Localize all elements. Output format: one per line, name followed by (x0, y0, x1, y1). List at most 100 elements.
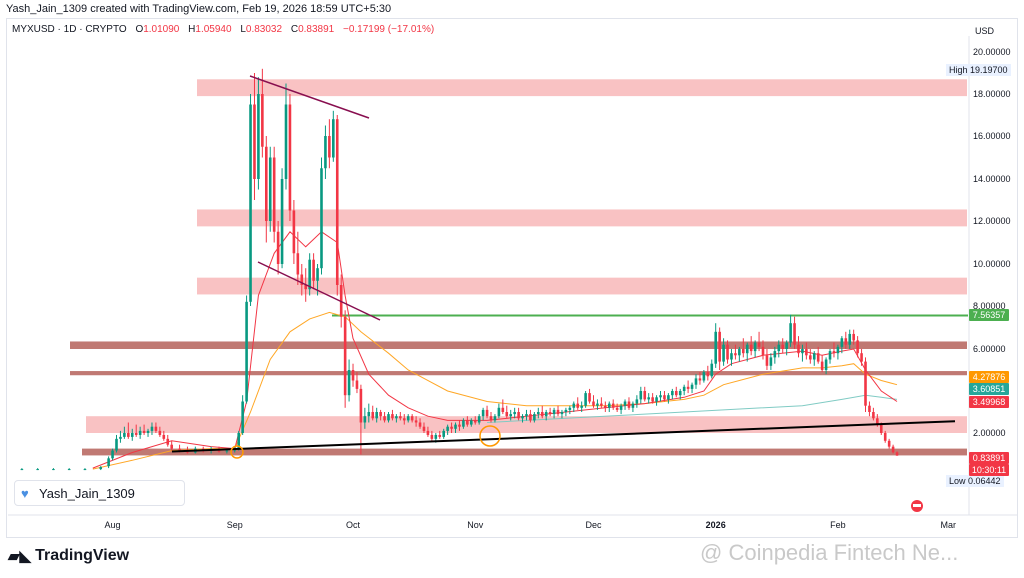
candle-body (454, 424, 457, 429)
high-marker-text: High (949, 65, 971, 75)
candle-body (690, 384, 694, 389)
wedge-upper-line (249, 75, 370, 119)
candle-body (142, 430, 146, 433)
candle-body (300, 274, 304, 285)
candle-body (99, 467, 103, 470)
candle-body (414, 420, 418, 423)
candle-body (533, 414, 536, 421)
candle-body (517, 412, 520, 419)
low-marker-text: Low (949, 476, 969, 486)
candle-body (458, 424, 461, 427)
author-badge[interactable]: ♥ Yash_Jain_1309 (14, 480, 185, 506)
candle-body (462, 420, 465, 427)
candle-body (785, 342, 788, 349)
currency-label[interactable]: USD (975, 26, 995, 36)
candle-body (178, 448, 181, 451)
green-level-tag: 7.56357 (969, 309, 1009, 321)
zone-brown-4 (70, 341, 967, 349)
candle-body (505, 412, 509, 417)
candle-body (430, 434, 434, 439)
candle-body (667, 395, 670, 400)
candle-body (647, 397, 650, 400)
candle-body (540, 412, 544, 417)
zone-pink-2 (197, 277, 967, 295)
candle-body (107, 458, 110, 467)
low-marker-value: 0.06442 (968, 476, 1001, 486)
candle-body (809, 355, 812, 360)
candle-body (544, 412, 548, 417)
candle-body (328, 136, 331, 158)
candle-body (604, 405, 607, 408)
candle-body (469, 420, 473, 425)
candle-body (529, 414, 532, 421)
candle-body (399, 416, 402, 419)
candle-body (473, 420, 477, 423)
candle-body (797, 344, 800, 354)
candle-body (722, 344, 725, 362)
candle-body (158, 430, 162, 435)
candle-body (477, 416, 481, 423)
author-name: Yash_Jain_1309 (39, 486, 135, 501)
candle-body (789, 323, 792, 343)
low-value: 0.83032 (245, 24, 283, 35)
y-tick-label: 18.00000 (973, 89, 1011, 99)
close-label-o: C (290, 24, 299, 35)
candle-body (694, 378, 698, 385)
candle-body (596, 403, 599, 406)
x-tick-label: Dec (585, 520, 602, 530)
bottom-marker-circle (230, 445, 244, 459)
candle-body (773, 351, 777, 358)
candle-body (150, 426, 154, 431)
symbol-label[interactable]: MYXUSD · 1D · CRYPTO (12, 24, 127, 35)
y-tick-label: 6.00000 (973, 344, 1006, 354)
candle-body (876, 418, 879, 425)
candle-body (781, 344, 785, 349)
low-marker: Low 0.06442 (946, 475, 1004, 487)
candle-body (856, 340, 859, 354)
candle-body (765, 355, 769, 366)
candle-body (367, 412, 371, 417)
candle-body (438, 434, 442, 437)
candle-body (292, 210, 296, 254)
candle-body (836, 346, 840, 354)
candle-body (887, 440, 891, 447)
x-tick-label: Mar (941, 520, 957, 530)
candle-body (548, 412, 552, 415)
candle-body (726, 344, 729, 360)
candle-body (257, 94, 260, 179)
low-label-o: L (240, 24, 246, 35)
ema-mid-line (92, 311, 898, 470)
y-tick-label: 20.00000 (973, 47, 1011, 57)
candle-body (296, 253, 300, 275)
candle-body (710, 363, 714, 377)
candle-body (564, 409, 568, 412)
candle-body (261, 94, 264, 147)
tradingview-logo-text: TradingView (35, 547, 130, 564)
candle-body (607, 403, 611, 408)
heart-icon: ♥ (21, 486, 29, 501)
candle-body (166, 438, 170, 445)
candle-body (67, 469, 71, 471)
candle-body (872, 412, 875, 419)
candle-body (611, 403, 615, 408)
coinpedia-watermark: @ Coinpedia Fintech Ne... (700, 540, 959, 565)
candle-body (359, 388, 363, 423)
tradingview-logo[interactable]: ▰◣ TradingView (8, 547, 129, 565)
y-tick-label: 10.00000 (973, 259, 1011, 269)
x-tick-label: Nov (467, 520, 484, 530)
candle-body (466, 420, 469, 425)
candle-body (552, 409, 556, 415)
candle-body (639, 391, 643, 400)
candle-body (324, 136, 327, 169)
candle-body (20, 469, 24, 471)
bottom-marker-circle (479, 425, 501, 447)
candle-body (481, 409, 485, 417)
candle-body (264, 146, 268, 221)
candle-body (572, 403, 576, 408)
candle-body (123, 433, 126, 437)
event-flag-icon-stripe (913, 504, 921, 507)
candle-body (383, 416, 386, 421)
candle-body (521, 416, 524, 419)
candle-body (706, 372, 710, 377)
